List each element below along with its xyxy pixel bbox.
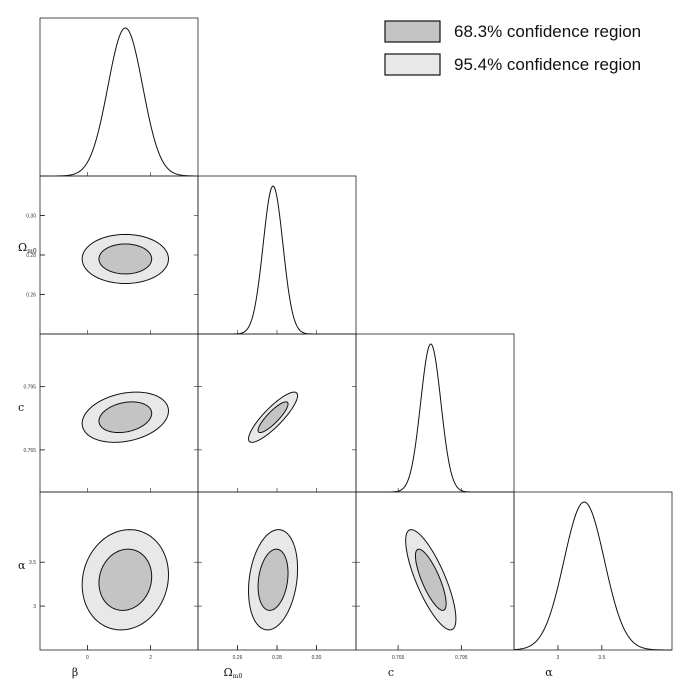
legend-label-95: 95.4% confidence region: [454, 55, 641, 74]
x-axis-label-c: c: [388, 666, 394, 679]
panel-frame: [355, 333, 515, 493]
x-tick-label-beta: 0: [86, 655, 89, 661]
marginal-panel-c: [355, 333, 515, 493]
contour-panel-beta-alpha: [39, 491, 199, 651]
y-axis-label-c: c: [18, 401, 24, 414]
marginal-panel-om: [197, 175, 357, 335]
contour-panel-beta-om: [39, 175, 199, 335]
confidence-ellipse-68: [414, 548, 447, 611]
y-axis-label-om: Ωm0: [18, 241, 37, 255]
marginal-curve-beta: [40, 27, 199, 177]
panel-frame: [39, 17, 199, 177]
contour-panel-c-alpha: [355, 491, 515, 651]
y-tick-label-om: 0.30: [26, 214, 36, 220]
x-tick-label-om: 0.28: [272, 655, 282, 661]
y-tick-label-c: 0.795: [23, 385, 36, 391]
legend: 68.3% confidence region 95.4% confidence …: [384, 20, 641, 76]
x-axis-label-alpha: α: [545, 666, 553, 679]
y-tick-label-alpha: 3: [33, 604, 36, 610]
x-tick-label-c: 0.765: [392, 655, 405, 661]
y-tick-label-alpha: 3.5: [29, 560, 36, 566]
x-tick-label-om: 0.26: [233, 655, 243, 661]
marginal-curve-c: [356, 343, 514, 493]
marginal-curve-om: [198, 185, 356, 335]
y-tick-label-om: 0.28: [26, 253, 36, 259]
confidence-ellipse-68: [98, 401, 153, 434]
legend-swatch-95: [384, 53, 441, 76]
x-tick-label-c: 0.795: [455, 655, 468, 661]
marginal-panel-alpha: [513, 491, 673, 651]
x-tick-label-alpha: 3.5: [598, 655, 605, 661]
y-tick-label-c: 0.765: [23, 448, 36, 454]
legend-label-68: 68.3% confidence region: [454, 22, 641, 41]
contour-panel-om-alpha: [197, 491, 357, 651]
contour-panel-beta-c: [39, 333, 199, 493]
x-tick-label-alpha: 3: [556, 655, 559, 661]
contour-panel-om-c: [197, 333, 357, 493]
y-tick-label-om: 0.26: [26, 293, 36, 299]
x-tick-label-beta: 2: [149, 655, 152, 661]
x-tick-label-om: 0.30: [312, 655, 322, 661]
y-axis-label-alpha: α: [18, 559, 26, 572]
panel-frame: [513, 491, 673, 651]
marginal-panel-beta: [39, 17, 199, 177]
x-axis-label-beta: β: [72, 666, 78, 679]
x-axis-label-om: Ωm0: [224, 666, 243, 680]
marginal-curve-alpha: [513, 501, 672, 651]
confidence-ellipse-68: [98, 243, 153, 275]
confidence-ellipse-68: [257, 548, 289, 611]
confidence-ellipse-68: [98, 548, 153, 611]
confidence-ellipse-68: [257, 401, 289, 434]
legend-swatch-68: [384, 20, 441, 43]
